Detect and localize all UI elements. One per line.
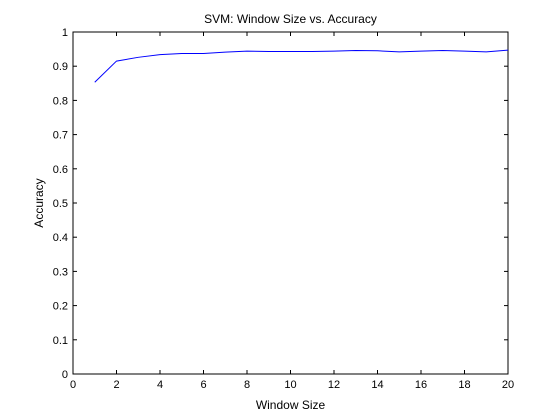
y-tick-label: 0.2 [53, 301, 68, 313]
plot-area [72, 31, 509, 375]
y-axis-label: Accuracy [32, 178, 46, 227]
data-point [334, 51, 335, 52]
data-point [268, 51, 269, 52]
chart-title: SVM: Window Size vs. Accuracy [204, 12, 377, 26]
series-layer [94, 49, 509, 83]
data-point [160, 54, 161, 55]
data-point [138, 57, 139, 58]
data-point [464, 51, 465, 52]
data-point [203, 53, 204, 54]
series-line [94, 49, 509, 83]
y-tick-label: 0 [62, 369, 68, 381]
x-tick-label: 4 [157, 379, 163, 391]
y-tick-label: 0.7 [53, 130, 68, 142]
x-tick-label: 18 [458, 379, 470, 391]
data-point [247, 51, 248, 52]
x-tick-label: 2 [113, 379, 119, 391]
data-point [225, 52, 226, 53]
x-tick-label: 12 [328, 379, 340, 391]
y-tick-label: 0.5 [53, 198, 68, 210]
y-tick-label: 0.4 [53, 232, 68, 244]
y-tick-label: 1 [62, 27, 68, 39]
data-point [94, 82, 95, 83]
x-tick-label: 14 [371, 379, 383, 391]
x-tick-label: 0 [70, 379, 76, 391]
x-tick-label: 10 [284, 379, 296, 391]
data-point [486, 51, 487, 52]
x-axis-label: Window Size [256, 398, 326, 412]
x-axis-ticks: 0 2 4 6 8 10 12 14 16 18 20 [70, 32, 514, 391]
data-point [116, 61, 117, 62]
data-point [421, 51, 422, 52]
data-point [290, 51, 291, 52]
y-tick-label: 0.6 [53, 164, 68, 176]
x-tick-label: 20 [502, 379, 514, 391]
data-point [508, 50, 509, 51]
y-tick-label: 0.1 [53, 335, 68, 347]
data-point [181, 53, 182, 54]
y-tick-label: 0.8 [53, 95, 68, 107]
data-point [399, 51, 400, 52]
x-tick-label: 6 [200, 379, 206, 391]
data-point [312, 51, 313, 52]
y-tick-label: 0.9 [53, 61, 68, 73]
y-axis-ticks: 0 0.1 0.2 0.3 0.4 0.5 0.6 0.7 0.8 0.9 1 [53, 27, 508, 381]
data-point [355, 50, 356, 51]
data-point [442, 50, 443, 51]
y-tick-label: 0.3 [53, 266, 68, 278]
x-tick-label: 16 [415, 379, 427, 391]
data-point [377, 50, 378, 51]
x-tick-label: 8 [244, 379, 250, 391]
